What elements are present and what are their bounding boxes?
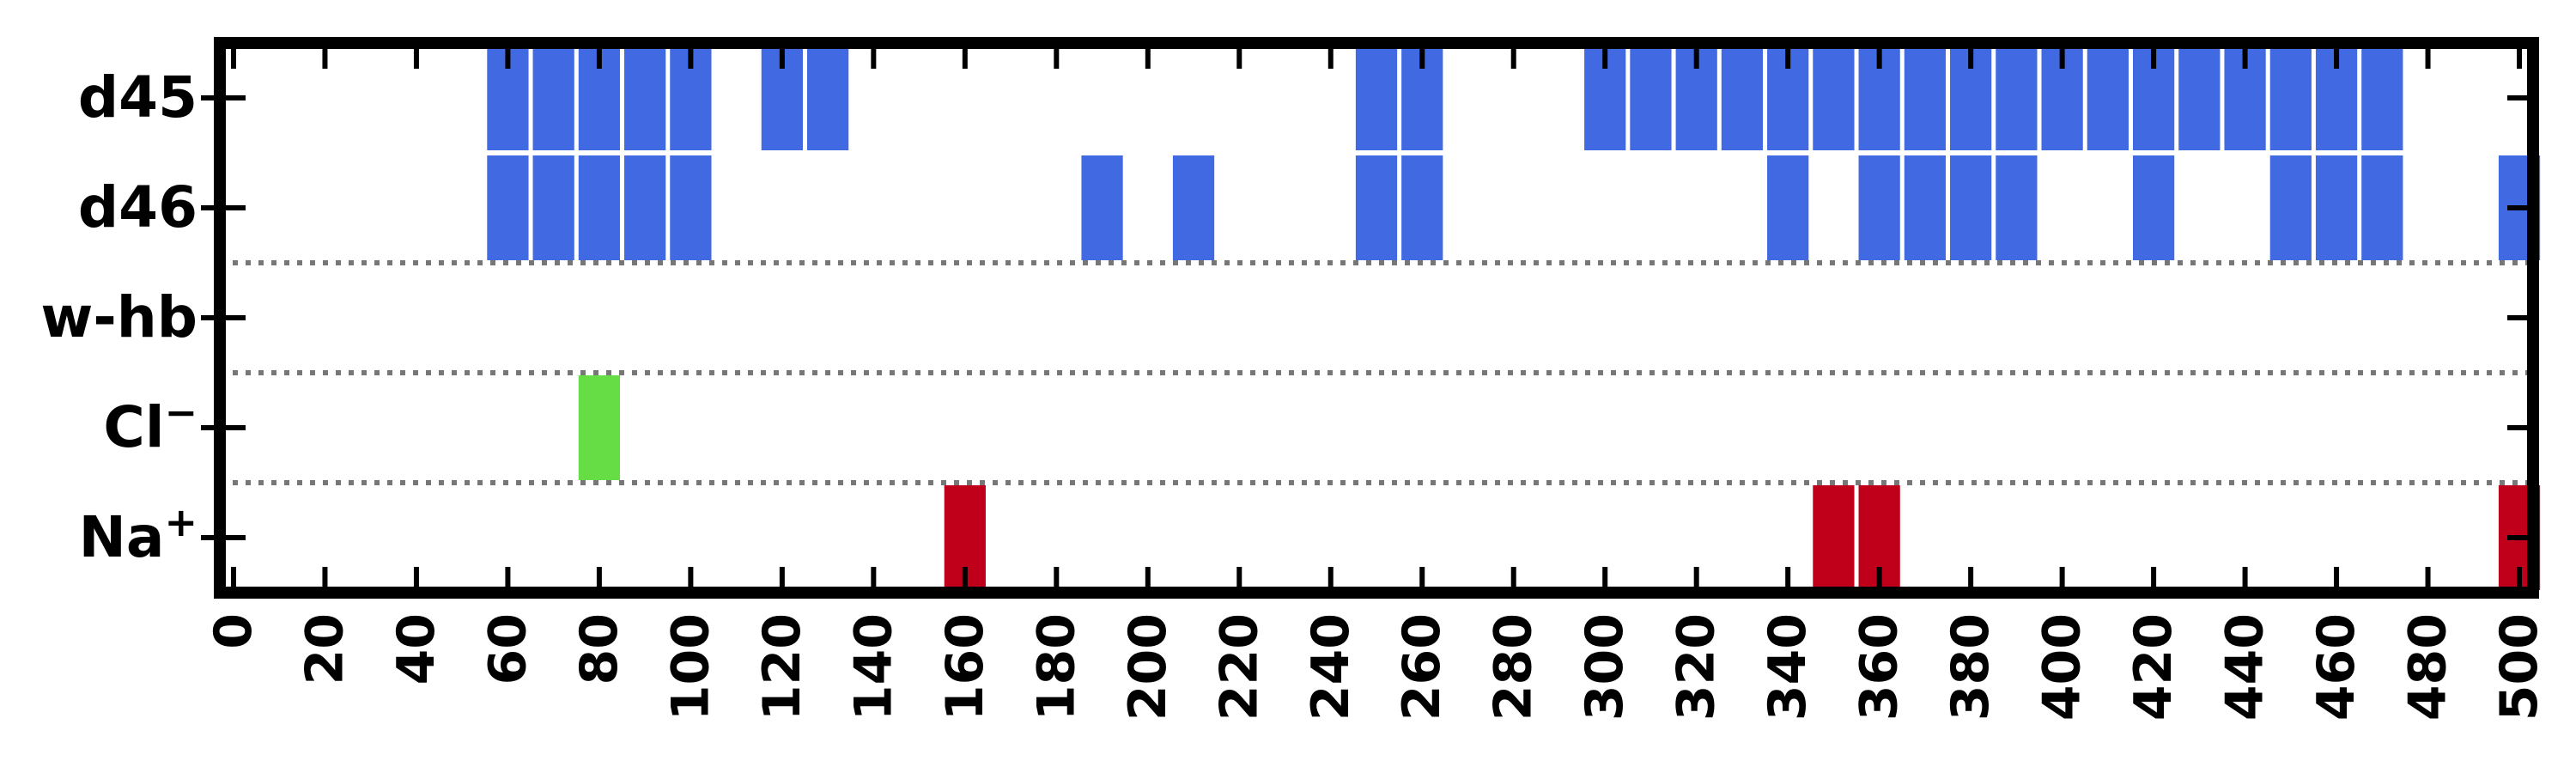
- y-tick-label: Na+: [79, 499, 197, 570]
- x-tick-label: 440: [2215, 613, 2275, 721]
- occupancy-bar-d45-390: [1996, 46, 2038, 150]
- x-tick-label: 220: [1209, 613, 1269, 721]
- occupancy-bar-d45-350: [1813, 46, 1855, 150]
- y-tick-label: w-hb: [40, 284, 197, 350]
- x-tick-label: 400: [2032, 613, 2093, 721]
- x-tick-label: 40: [386, 613, 447, 685]
- occupancy-bar-d46-90: [624, 155, 666, 260]
- occupancy-bar-d45-250: [1355, 46, 1398, 150]
- occupancy-bar-d46-70: [532, 155, 574, 260]
- occupancy-bar-d45-310: [1630, 46, 1672, 150]
- x-tick-label: 260: [1392, 613, 1452, 721]
- occupancy-bar-d46-450: [2269, 155, 2312, 260]
- occupancy-bar-d46-370: [1904, 155, 1947, 260]
- x-tick-label: 280: [1484, 613, 1544, 721]
- occupancy-bar-d46-250: [1355, 155, 1398, 260]
- x-tick-label: 500: [2489, 613, 2549, 721]
- x-tick-label: 80: [569, 613, 629, 685]
- x-tick-label: 320: [1667, 613, 1727, 721]
- occupancy-bar-d46-210: [1172, 155, 1215, 260]
- occupancy-bar-d45-370: [1904, 46, 1947, 150]
- occupancy-bar-d46-470: [2361, 155, 2403, 260]
- occupancy-bar-d46-100: [670, 155, 712, 260]
- x-tick-label: 20: [295, 613, 355, 685]
- occupancy-bar-d46-390: [1996, 155, 2038, 260]
- y-tick-label: Cl−: [103, 389, 197, 460]
- occupancy-bar-d46-80: [578, 155, 621, 260]
- occupancy-bar-d45-130: [806, 46, 849, 150]
- x-tick-label: 380: [1941, 613, 2001, 721]
- x-tick-label: 160: [935, 613, 995, 721]
- occupancy-bar-d46-460: [2315, 155, 2358, 260]
- x-tick-label: 200: [1118, 613, 1178, 721]
- x-tick-label: 0: [204, 613, 264, 649]
- x-tick-label: 140: [843, 613, 903, 721]
- x-tick-label: 120: [752, 613, 812, 721]
- occupancy-bar-d45-410: [2087, 46, 2129, 150]
- group-separators: [220, 260, 2533, 485]
- y-tick-label: d46: [78, 174, 197, 240]
- occupancy-bar-d45-70: [532, 46, 574, 150]
- occupancy-bar-d45-450: [2269, 46, 2312, 150]
- occupancy-bar-d46-60: [487, 155, 529, 260]
- occupancy-bar-d46-260: [1401, 155, 1443, 260]
- occupancy-bars: [487, 46, 2541, 590]
- x-tick-label: 460: [2306, 613, 2366, 721]
- occupancy-bar-d45-330: [1721, 46, 1764, 150]
- x-tick-label: 240: [1301, 613, 1361, 721]
- occupancy-bar-na-350: [1813, 485, 1855, 590]
- x-tick-label: 420: [2123, 613, 2184, 721]
- occupancy-bar-d46-420: [2132, 155, 2175, 260]
- occupancy-bar-d46-190: [1081, 155, 1123, 260]
- x-axis-tick-labels: 0 20 40 60 80 100 120 140 160 180 200 220 240 260 280 3…: [204, 613, 2549, 721]
- x-tick-label: 180: [1026, 613, 1086, 721]
- occupancy-bar-d46-340: [1767, 155, 1809, 260]
- occupancy-bar-cl-80: [578, 375, 621, 480]
- x-tick-label: 340: [1758, 613, 1818, 721]
- occupancy-bar-d46-380: [1950, 155, 1992, 260]
- occupancy-bar-d45-470: [2361, 46, 2403, 150]
- x-tick-label: 100: [660, 613, 720, 721]
- occupancy-bar-d45-90: [624, 46, 666, 150]
- y-tick-label: d45: [78, 64, 197, 131]
- x-tick-label: 480: [2398, 613, 2458, 721]
- y-axis-labels: d45 d46 w-hb Cl− Na+: [40, 64, 197, 570]
- x-tick-label: 300: [1575, 613, 1635, 721]
- plot-frame: [214, 37, 2539, 599]
- occupancy-bar-d46-360: [1858, 155, 1900, 260]
- x-tick-label: 360: [1850, 613, 1910, 721]
- x-tick-label: 60: [477, 613, 538, 685]
- occupancy-bar-d45-430: [2178, 46, 2221, 150]
